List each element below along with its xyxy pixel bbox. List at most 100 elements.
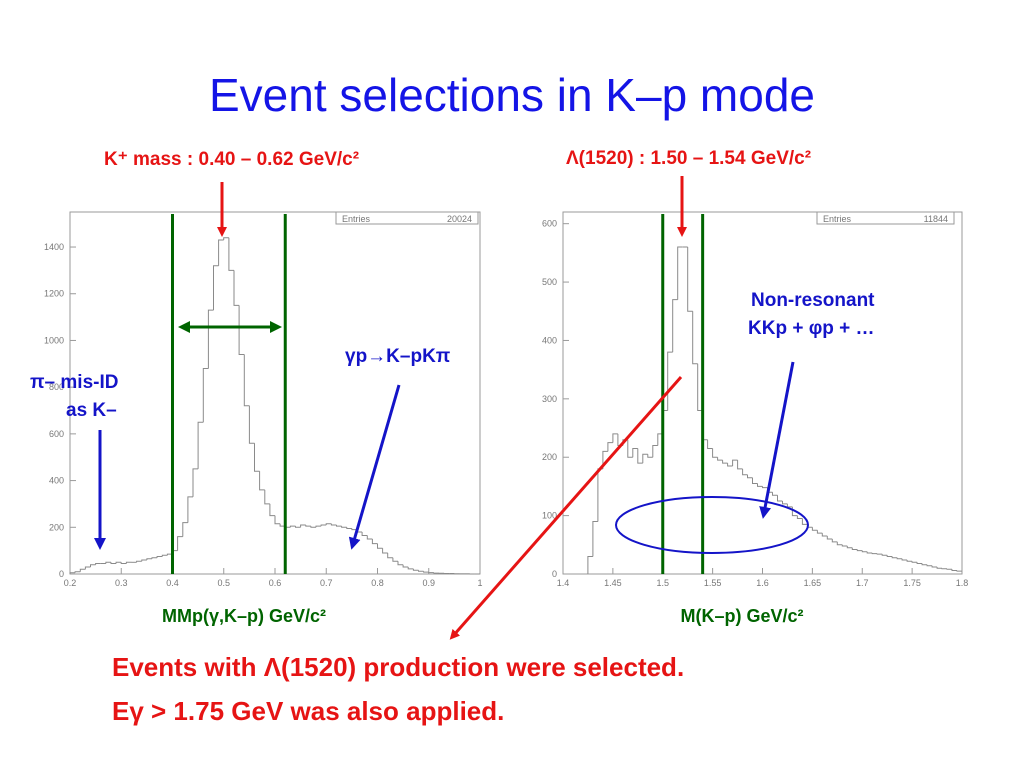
right-hist-bin <box>811 527 818 531</box>
right-ytick-label: 300 <box>542 394 557 404</box>
right-hist-bin <box>941 568 947 570</box>
misid-annotation-line2: as K– <box>66 400 117 421</box>
right-entries-label: Entries <box>823 214 852 224</box>
right-hist-bin <box>911 561 918 563</box>
right-xtick-label: 1.7 <box>856 578 869 588</box>
right-hist-bin <box>657 433 663 446</box>
left-hist-bin <box>192 468 199 497</box>
right-hist-bin <box>916 562 923 564</box>
right-hist-bin <box>841 544 848 547</box>
right-hist-bin <box>821 533 828 537</box>
right-stats-box <box>816 211 955 225</box>
left-hist-bin <box>146 558 152 560</box>
left-ytick-label: 800 <box>49 382 64 392</box>
left-hist-bin <box>248 405 255 444</box>
right-hist-bin <box>722 460 728 464</box>
right-plot-frame <box>562 211 963 575</box>
right-hist-bin <box>717 457 723 461</box>
left-hist-bin <box>120 562 127 564</box>
left-hist-bin <box>218 239 224 266</box>
left-hist-bin <box>243 354 250 407</box>
nonresonant-annotation-line2: KKp + φp + … <box>748 318 875 339</box>
left-hist-bin <box>161 554 168 557</box>
right-hist-bin <box>876 553 883 555</box>
right-hist-bin <box>597 468 603 522</box>
gp-kpkpi-annotation: γp→K–pKπ <box>345 346 451 367</box>
left-xtick-label: 0.6 <box>269 578 282 588</box>
right-hist-bin <box>647 454 653 458</box>
left-hist-bin <box>259 471 265 491</box>
misid-annotation-line1: π– mis-ID <box>30 372 119 393</box>
left-hist-bin <box>397 561 404 566</box>
right-xtick-label: 1.75 <box>903 578 921 588</box>
right-ytick-label: 500 <box>542 277 557 287</box>
left-hist-bin <box>433 572 439 574</box>
left-entries-value: 20024 <box>447 214 472 224</box>
right-hist-bin <box>707 439 713 449</box>
right-hist-bin <box>836 541 843 546</box>
slide-title: Event selections in K–p mode <box>208 69 816 121</box>
left-hist-bin <box>105 561 111 564</box>
left-xtick-label: 0.7 <box>320 578 333 588</box>
right-hist-bin <box>906 560 913 562</box>
left-xtick-label: 0.5 <box>217 578 230 588</box>
right-hist-bin <box>672 299 678 353</box>
left-hist-bin <box>325 523 332 525</box>
right-hist-bin <box>757 483 763 487</box>
left-xtick-label: 0.8 <box>371 578 384 588</box>
left-hist-bin <box>279 523 286 527</box>
right-hist-bin <box>856 549 863 552</box>
left-hist-bin <box>141 559 147 562</box>
left-hist-bin <box>423 571 429 573</box>
left-histogram-panel: Entries 20024 0200400600800100012001400 … <box>44 211 483 588</box>
right-hist-bin <box>931 565 938 568</box>
left-hist-bin <box>90 564 96 567</box>
right-xtick-label: 1.4 <box>557 578 570 588</box>
right-histogram-panel: Entries 11844 0 100 200 300 400 500 600 1.4 1.4… <box>542 211 968 588</box>
right-xtick-label: 1.5 <box>656 578 669 588</box>
right-ytick-label: 100 <box>542 511 557 521</box>
left-hist-bin <box>110 562 117 564</box>
left-ytick-label: 1400 <box>44 242 64 252</box>
right-hist-bin <box>901 558 908 561</box>
left-hist-bin <box>115 561 122 564</box>
right-hist-bin <box>602 450 608 469</box>
left-hist-bin <box>346 527 352 529</box>
left-hist-bin <box>418 570 424 572</box>
right-hist-bin <box>896 557 903 560</box>
right-hist-bin <box>752 477 758 484</box>
left-hist-bin <box>74 571 81 573</box>
right-hist-bin <box>881 554 888 556</box>
right-hist-bin <box>946 568 952 570</box>
left-hist-bin <box>223 237 229 240</box>
right-hist-bin <box>851 547 858 550</box>
left-hist-bin <box>320 524 327 527</box>
right-hist-bin <box>637 448 643 464</box>
right-hist-bin <box>652 445 658 458</box>
left-hist-bin <box>366 535 373 540</box>
right-ytick-label: 0 <box>552 569 557 579</box>
right-xtick-label: 1.55 <box>704 578 722 588</box>
right-hist-bin <box>627 439 633 458</box>
nonresonant-blue-arrow <box>759 361 795 519</box>
left-hist-bin <box>264 489 270 505</box>
left-hist-bin <box>300 524 306 528</box>
right-hist-bin <box>886 555 893 557</box>
left-hist-bin <box>151 557 158 559</box>
left-ytick-label: 600 <box>49 429 64 439</box>
nonresonant-annotation-line1: Non-resonant <box>751 290 875 311</box>
right-hist-bin <box>826 536 833 540</box>
left-hist-bin <box>351 528 357 531</box>
left-hist-bin <box>187 496 193 523</box>
left-hist-bin <box>310 526 316 528</box>
left-ytick-label: 1000 <box>44 335 64 345</box>
left-hist-bin <box>136 560 142 563</box>
right-ytick-label: 200 <box>542 452 557 462</box>
left-hist-bin <box>330 523 337 526</box>
right-xtick-label: 1.65 <box>804 578 822 588</box>
left-hist-bin <box>289 525 296 528</box>
left-hist-bin <box>166 553 173 556</box>
right-hist-bin <box>632 448 638 458</box>
left-xtick-label: 0.3 <box>115 578 128 588</box>
